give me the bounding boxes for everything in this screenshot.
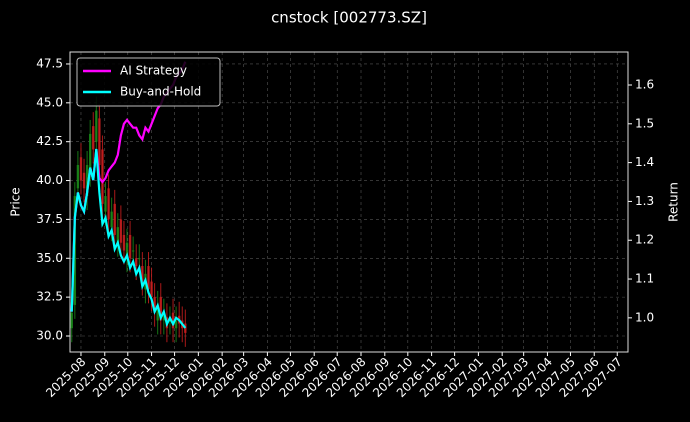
legend-box xyxy=(76,57,221,107)
candle-body xyxy=(184,323,187,333)
y2-tick-label: 1.3 xyxy=(635,194,654,208)
y2-tick-label: 1.4 xyxy=(635,155,654,169)
candle-body xyxy=(171,312,175,329)
candle-body xyxy=(104,196,107,212)
y2-tick-label: 1.5 xyxy=(635,116,654,130)
candle-body xyxy=(131,250,135,252)
y-axis-label: Price xyxy=(9,187,23,216)
legend-label: AI Strategy xyxy=(120,64,187,78)
candle-body xyxy=(70,312,73,329)
candle-body xyxy=(113,203,116,235)
candle-body xyxy=(162,312,166,321)
candle-body xyxy=(125,242,129,259)
candle-body xyxy=(95,110,98,142)
candle-body xyxy=(128,234,132,259)
candle-body xyxy=(138,258,141,260)
candle-body xyxy=(150,281,153,298)
legend: AI Strategy Buy-and-Hold xyxy=(76,57,221,107)
y-tick-label: 42.5 xyxy=(36,134,63,148)
legend-label: Buy-and-Hold xyxy=(120,85,201,99)
candle-body xyxy=(122,234,126,251)
y-tick-label: 30.0 xyxy=(36,328,63,342)
candle-body xyxy=(141,266,144,282)
candle-body xyxy=(153,297,156,313)
chart-title: cnstock [002773.SZ] xyxy=(271,9,427,27)
candle-body xyxy=(156,304,159,321)
candle-body xyxy=(85,165,89,197)
candle-body xyxy=(82,172,86,189)
y2-tick-label: 1.2 xyxy=(635,233,654,247)
candle-body xyxy=(159,297,162,321)
y2-tick-label: 1.0 xyxy=(635,310,654,324)
y-tick-label: 32.5 xyxy=(36,290,63,304)
y-tick-label: 47.5 xyxy=(36,56,63,70)
candle-body xyxy=(79,157,83,181)
candle-body xyxy=(168,320,172,322)
candle-body xyxy=(107,188,110,220)
series-line xyxy=(70,148,187,329)
candle-body xyxy=(92,126,95,150)
candle-body xyxy=(88,133,92,173)
candle-body xyxy=(119,219,123,243)
candle-body xyxy=(101,149,104,204)
candle-body xyxy=(98,118,101,166)
y-tick-label: 37.5 xyxy=(36,212,63,226)
candle-body xyxy=(76,165,80,189)
y2-tick-label: 1.1 xyxy=(635,272,654,286)
y2-axis-label: Return xyxy=(667,182,681,222)
candle-body xyxy=(116,227,119,243)
y-tick-label: 35.0 xyxy=(36,251,63,265)
plot-frame xyxy=(69,51,629,353)
candle-body xyxy=(110,211,113,228)
candle-body xyxy=(174,320,178,329)
y-tick-label: 40.0 xyxy=(36,173,63,187)
candle-body xyxy=(147,266,150,290)
y-tick-label: 45.0 xyxy=(36,95,63,109)
candle-body xyxy=(135,258,138,267)
y2-tick-label: 1.6 xyxy=(635,77,654,91)
